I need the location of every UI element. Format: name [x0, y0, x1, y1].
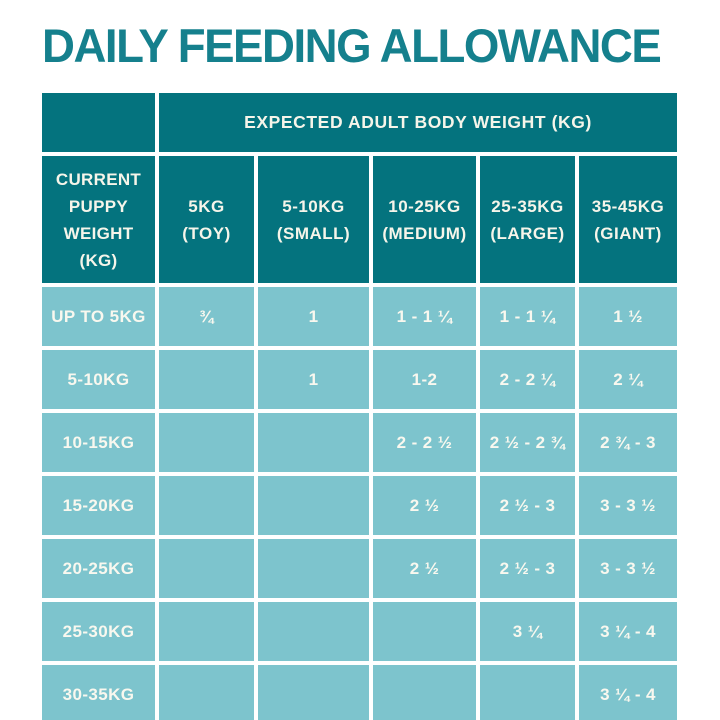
cell: 2 ½: [373, 539, 476, 598]
row-label: 20-25KG: [42, 539, 155, 598]
cell: 1: [258, 287, 369, 346]
cell: [258, 476, 369, 535]
group-header-cell: EXPECTED ADULT BODY WEIGHT (KG): [159, 93, 677, 152]
row-header-line: WEIGHT (KG): [63, 223, 134, 270]
page-title: DAILY FEEDING ALLOWANCE: [42, 19, 662, 72]
column-header-line: 25-35KG: [491, 196, 564, 216]
row-label: 10-15KG: [42, 413, 155, 472]
cell: [373, 665, 476, 720]
cell: 2 ½: [373, 476, 476, 535]
cell: 2 - 2 ¼: [480, 350, 575, 409]
cell: 1-2: [373, 350, 476, 409]
row-label: UP TO 5KG: [42, 287, 155, 346]
cell: 1: [258, 350, 369, 409]
row-label: 25-30KG: [42, 602, 155, 661]
cell: [373, 602, 476, 661]
table-row: 15-20KG 2 ½ 2 ½ - 3 3 - 3 ½: [42, 476, 677, 535]
column-header-line: (SMALL): [276, 223, 351, 243]
cell: 1 - 1 ¼: [373, 287, 476, 346]
cell: 2 ¼: [579, 350, 677, 409]
cell: [258, 539, 369, 598]
column-header-giant: 35-45KG (GIANT): [579, 156, 677, 283]
column-header-row: CURRENT PUPPY WEIGHT (KG) 5KG (TOY) 5-10…: [42, 156, 677, 283]
column-header-line: 10-25KG: [388, 196, 461, 216]
table-row: 30-35KG 3 ¼ - 4: [42, 665, 677, 720]
table-row: 20-25KG 2 ½ 2 ½ - 3 3 - 3 ½: [42, 539, 677, 598]
column-header-small: 5-10KG (SMALL): [258, 156, 369, 283]
feeding-table: EXPECTED ADULT BODY WEIGHT (KG) CURRENT …: [38, 89, 681, 720]
table-row: UP TO 5KG ¾ 1 1 - 1 ¼ 1 - 1 ¼ 1 ½: [42, 287, 677, 346]
column-header-line: 35-45KG: [591, 196, 665, 216]
column-header-large: 25-35KG (LARGE): [480, 156, 575, 283]
cell: [159, 476, 254, 535]
column-header-line: (LARGE): [490, 223, 565, 243]
cell: [258, 665, 369, 720]
column-header-line: (MEDIUM): [382, 223, 467, 243]
column-header-medium: 10-25KG (MEDIUM): [373, 156, 476, 283]
column-header-line: (GIANT): [594, 223, 662, 243]
cell: 3 - 3 ½: [579, 539, 677, 598]
corner-cell: [42, 93, 155, 152]
row-label: 15-20KG: [42, 476, 155, 535]
table-row: 25-30KG 3 ¼ 3 ¼ - 4: [42, 602, 677, 661]
row-header-cell: CURRENT PUPPY WEIGHT (KG): [42, 156, 155, 283]
column-header-line: 5-10KG: [282, 196, 345, 216]
column-header-toy: 5KG (TOY): [159, 156, 254, 283]
cell: [159, 413, 254, 472]
column-header-line: (TOY): [182, 223, 231, 243]
cell: 2 ½ - 3: [480, 539, 575, 598]
cell: [159, 350, 254, 409]
table-row: 5-10KG 1 1-2 2 - 2 ¼ 2 ¼: [42, 350, 677, 409]
cell: ¾: [159, 287, 254, 346]
cell: 2 ½ - 3: [480, 476, 575, 535]
cell: 3 ¼: [480, 602, 575, 661]
row-label: 5-10KG: [42, 350, 155, 409]
cell: 3 - 3 ½: [579, 476, 677, 535]
cell: [159, 665, 254, 720]
cell: [258, 602, 369, 661]
cell: 1 ½: [579, 287, 677, 346]
cell: 1 - 1 ¼: [480, 287, 575, 346]
cell: [159, 539, 254, 598]
cell: 2 ¾ - 3: [579, 413, 677, 472]
cell: [258, 413, 369, 472]
table-row: 10-15KG 2 - 2 ½ 2 ½ - 2 ¾ 2 ¾ - 3: [42, 413, 677, 472]
group-header-row: EXPECTED ADULT BODY WEIGHT (KG): [42, 93, 677, 152]
cell: 3 ¼ - 4: [579, 602, 677, 661]
cell: 3 ¼ - 4: [579, 665, 677, 720]
row-header-line: PUPPY: [68, 196, 129, 216]
cell: 2 - 2 ½: [373, 413, 476, 472]
cell: [480, 665, 575, 720]
cell: 2 ½ - 2 ¾: [480, 413, 575, 472]
cell: [159, 602, 254, 661]
row-header-line: CURRENT: [55, 169, 142, 189]
row-label: 30-35KG: [42, 665, 155, 720]
column-header-line: 5KG: [188, 196, 225, 216]
